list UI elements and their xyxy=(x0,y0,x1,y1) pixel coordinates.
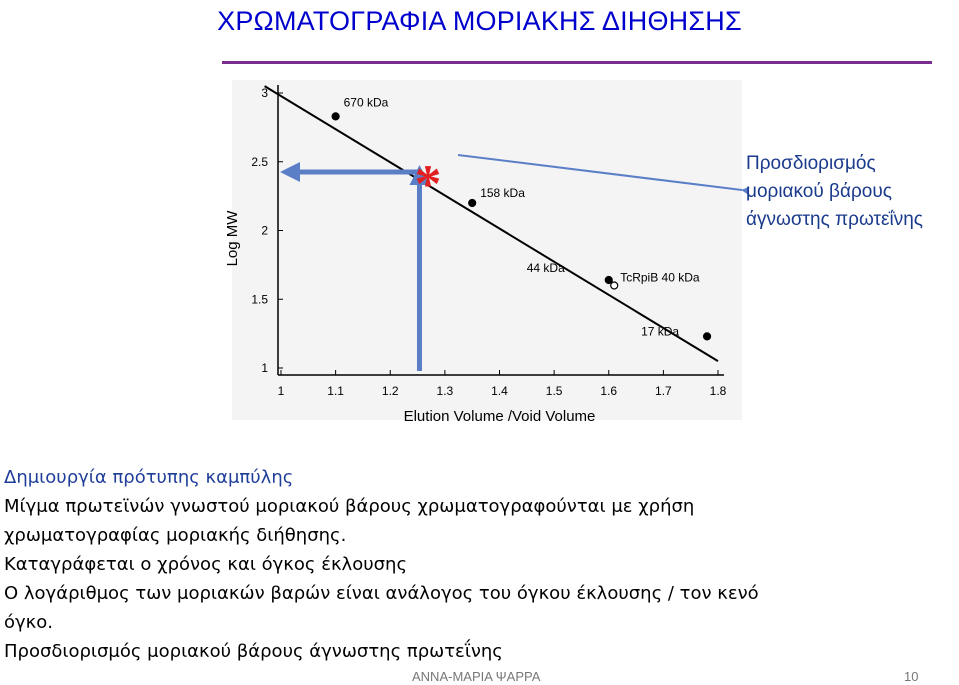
y-tick-label: 2.5 xyxy=(251,155,268,169)
point-label: TcRpiB 40 kDa xyxy=(620,271,700,285)
y-tick-label: 1.5 xyxy=(251,292,268,306)
y-tick-label: 1 xyxy=(261,361,268,375)
body-line: Καταγράφεται ο χρόνος και όγκος έκλουσης xyxy=(4,554,408,575)
y-tick-label: 2 xyxy=(261,224,268,238)
x-tick-label: 1.3 xyxy=(437,384,454,398)
title-divider xyxy=(222,61,932,64)
x-tick-label: 1 xyxy=(278,384,285,398)
side-note: Προσδιορισμός μοριακού βάρους άγνωστης π… xyxy=(746,150,956,234)
x-tick-label: 1.7 xyxy=(655,384,672,398)
data-point xyxy=(604,275,613,285)
side-note-line: Προσδιορισμός xyxy=(746,153,876,174)
body-line: Μίγμα πρωτεϊνών γνωστού μοριακού βάρους … xyxy=(4,496,695,517)
x-tick-label: 1.8 xyxy=(710,384,727,398)
x-axis-label: Elution Volume /Void Volume xyxy=(404,408,596,425)
x-tick-label: 1.4 xyxy=(491,384,508,398)
x-tick-label: 1.1 xyxy=(327,384,344,398)
body-heading: Δημιουργία πρότυπης καμπύλης xyxy=(4,467,294,488)
data-point xyxy=(468,198,477,208)
plot-background xyxy=(232,80,742,420)
point-label: 158 kDa xyxy=(480,186,525,200)
data-point xyxy=(610,281,619,290)
data-point xyxy=(702,332,712,341)
fit-line xyxy=(264,85,719,362)
x-tick-label: 1.2 xyxy=(382,384,399,398)
y-axis-label: Log MW xyxy=(224,210,241,267)
page-number: 10 xyxy=(904,669,919,684)
x-tick-label: 1.6 xyxy=(600,384,617,398)
body-line: όγκο. xyxy=(4,612,54,633)
unknown-protein-marker: * xyxy=(414,154,441,214)
body-text: Δημιουργία πρότυπης καμπύλης Μίγμα πρωτε… xyxy=(4,463,954,666)
footer-author: ΑΝΝΑ-ΜΑΡΙΑ ΨΑΡΡΑ xyxy=(412,669,541,684)
slide-title: ΧΡΩΜΑΤΟΓΡΑΦΙΑ ΜΟΡΙΑΚΗΣ ΔΙΗΘΗΣΗΣ xyxy=(217,6,742,36)
point-label: 17 kDa xyxy=(641,324,679,338)
data-point xyxy=(331,112,340,121)
note-pointer xyxy=(457,154,750,195)
calibration-chart: 1 1.1 1.2 1.3 1.4 1.5 1.6 1.7 1.8 1 1.5 2 2.5 3 Elutio… xyxy=(224,80,750,425)
side-note-line: άγνωστης πρωτεΐνης xyxy=(746,209,923,230)
side-note-line: μοριακού βάρους xyxy=(746,181,892,202)
body-line: Ο λογάριθμος των μοριακών βαρών είναι αν… xyxy=(4,583,759,604)
x-tick-label: 1.5 xyxy=(546,384,563,398)
point-label: 670 kDa xyxy=(344,95,389,109)
body-line: Προσδιορισμός μοριακού βάρους άγνωστης π… xyxy=(4,641,503,662)
point-label: 44 kDa xyxy=(527,261,565,275)
y-tick-label: 3 xyxy=(261,86,268,100)
body-line: χρωματογραφίας μοριακής διήθησης. xyxy=(4,525,347,546)
